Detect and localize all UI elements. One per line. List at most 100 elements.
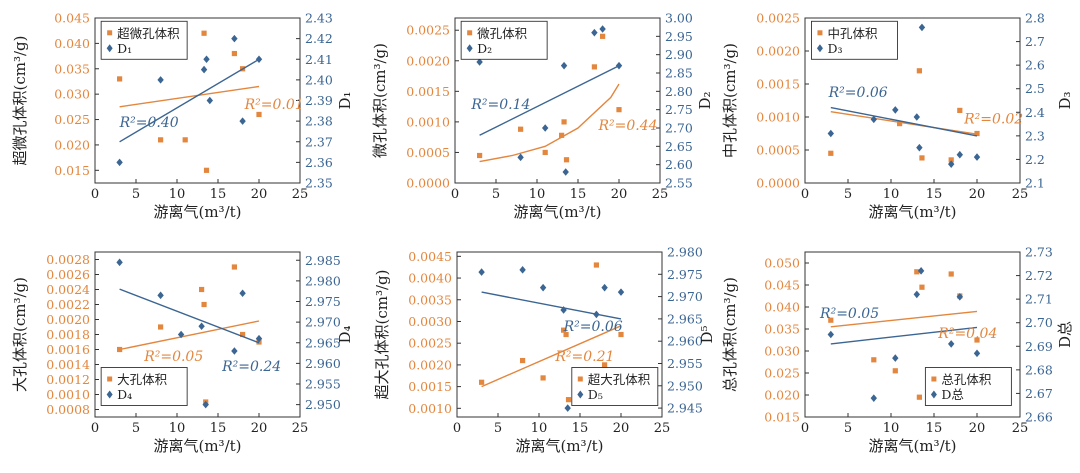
- data-point-diamond: [564, 404, 571, 412]
- right-tick-label: 2.975: [667, 267, 703, 282]
- right-axis-label: D₁: [336, 91, 354, 109]
- data-point-diamond: [948, 340, 955, 348]
- legend-entry-label: D₄: [117, 387, 132, 402]
- left-tick-label: 0.030: [54, 87, 90, 102]
- left-tick-label: 0.0045: [408, 249, 452, 264]
- right-tick-label: 2.37: [305, 134, 333, 149]
- data-point-diamond: [116, 158, 123, 167]
- x-axis-label: 游离气(m³/t): [868, 203, 956, 221]
- fit-line-dimension: [481, 291, 622, 320]
- data-point-diamond: [542, 124, 549, 132]
- r-squared-annotation: R²=0.14: [470, 97, 530, 113]
- right-tick-label: 2.85: [665, 66, 693, 81]
- r-squared-annotation: R²=0.02: [963, 112, 1023, 128]
- right-tick-label: 2.71: [1025, 292, 1053, 307]
- r-squared-annotation: R²=0.40: [119, 115, 179, 131]
- right-axis-label: D₂: [696, 91, 714, 109]
- x-tick-label: 10: [883, 421, 900, 436]
- right-tick-label: 2.985: [305, 253, 341, 268]
- left-tick-label: 0.0024: [46, 282, 90, 297]
- right-tick-label: 2.36: [305, 155, 333, 170]
- left-tick-label: 0.0000: [756, 176, 800, 191]
- data-point-diamond: [591, 28, 598, 37]
- right-tick-label: 2.970: [667, 289, 703, 304]
- right-tick-label: 2.55: [665, 176, 693, 191]
- data-point-square: [201, 301, 207, 308]
- left-axis-label: 微孔体积(cm³/g): [371, 43, 389, 158]
- right-tick-label: 2.95: [665, 29, 693, 44]
- right-tick-label: 2.975: [305, 294, 341, 309]
- left-tick-label: 0.020: [764, 388, 800, 403]
- left-tick-label: 0.0020: [46, 312, 90, 327]
- left-tick-label: 0.0035: [408, 292, 452, 307]
- r-squared-annotation: R²=0.06: [563, 319, 623, 335]
- data-point-diamond: [827, 129, 834, 138]
- legend-square-icon: [107, 30, 113, 36]
- r-squared-annotation: R²=0.05: [143, 349, 203, 365]
- fit-line-dimension: [119, 58, 260, 143]
- data-point-diamond: [973, 349, 981, 358]
- x-tick-label: 0: [801, 421, 809, 436]
- legend-box: [811, 20, 898, 60]
- left-tick-label: 0.045: [764, 278, 800, 293]
- x-tick-label: 20: [969, 187, 986, 202]
- x-axis-label: 游离气(m³/t): [153, 203, 241, 221]
- right-tick-label: 2.39: [305, 93, 333, 108]
- data-point-square: [919, 284, 925, 290]
- left-axis-label: 大孔体积(cm³/g): [11, 277, 29, 392]
- data-point-diamond: [560, 306, 567, 314]
- fit-line-volume: [481, 325, 622, 388]
- r-squared-annotation: R²=0.24: [221, 359, 281, 375]
- x-tick-label: 25: [1012, 187, 1029, 202]
- data-point-square: [957, 107, 963, 113]
- fit-line-dimension: [119, 288, 260, 344]
- data-point-square: [256, 111, 262, 118]
- legend-box: [460, 20, 548, 60]
- data-point-diamond: [827, 330, 834, 339]
- right-tick-label: 2.965: [667, 311, 703, 326]
- legend-entry-label: 总孔体积: [941, 372, 991, 387]
- x-tick-label: 10: [531, 421, 548, 436]
- left-tick-label: 0.0012: [46, 372, 90, 387]
- legend-box: [571, 367, 659, 406]
- data-point-diamond: [478, 268, 485, 276]
- data-point-diamond: [231, 347, 238, 355]
- legend-box: [100, 20, 188, 60]
- right-tick-label: 2.955: [305, 377, 341, 392]
- left-tick-label: 0.0010: [756, 110, 800, 125]
- x-tick-label: 5: [844, 421, 852, 436]
- right-tick-label: 2.5: [1025, 81, 1045, 96]
- left-tick-label: 0.0008: [46, 402, 90, 417]
- x-axis-label: 游离气(m³/t): [515, 437, 603, 455]
- data-point-diamond: [973, 153, 981, 161]
- data-point-diamond: [913, 113, 920, 121]
- data-point-diamond: [560, 61, 568, 70]
- x-tick-label: 25: [652, 187, 669, 202]
- legend-entry-label: 超微孔体积: [117, 26, 180, 41]
- right-tick-label: 2.72: [1025, 268, 1053, 283]
- legend-entry-label: D₅: [588, 387, 603, 402]
- data-point-square: [914, 269, 920, 275]
- data-point-square: [559, 132, 565, 138]
- fit-line-volume: [119, 320, 260, 351]
- left-tick-label: 0.0016: [46, 342, 90, 357]
- plot-frame: [454, 17, 661, 184]
- right-tick-label: 2.70: [1025, 315, 1053, 330]
- right-tick-label: 2.970: [305, 315, 341, 330]
- data-point-diamond: [206, 96, 213, 105]
- left-tick-label: 0.0030: [408, 314, 452, 329]
- left-axis-label: 超微孔体积(cm³/g): [11, 36, 29, 166]
- legend-entry-label: D₁: [117, 41, 132, 56]
- data-point-diamond: [200, 65, 208, 74]
- data-point-diamond: [476, 58, 483, 66]
- right-tick-label: 2.60: [665, 157, 693, 172]
- x-tick-label: 20: [251, 421, 268, 436]
- data-point-square: [828, 150, 834, 156]
- left-tick-label: 0.0025: [406, 23, 450, 38]
- left-tick-label: 0.025: [54, 112, 90, 127]
- data-point-square: [828, 317, 834, 323]
- fit-line-dimension: [830, 106, 978, 137]
- x-tick-label: 25: [292, 421, 309, 436]
